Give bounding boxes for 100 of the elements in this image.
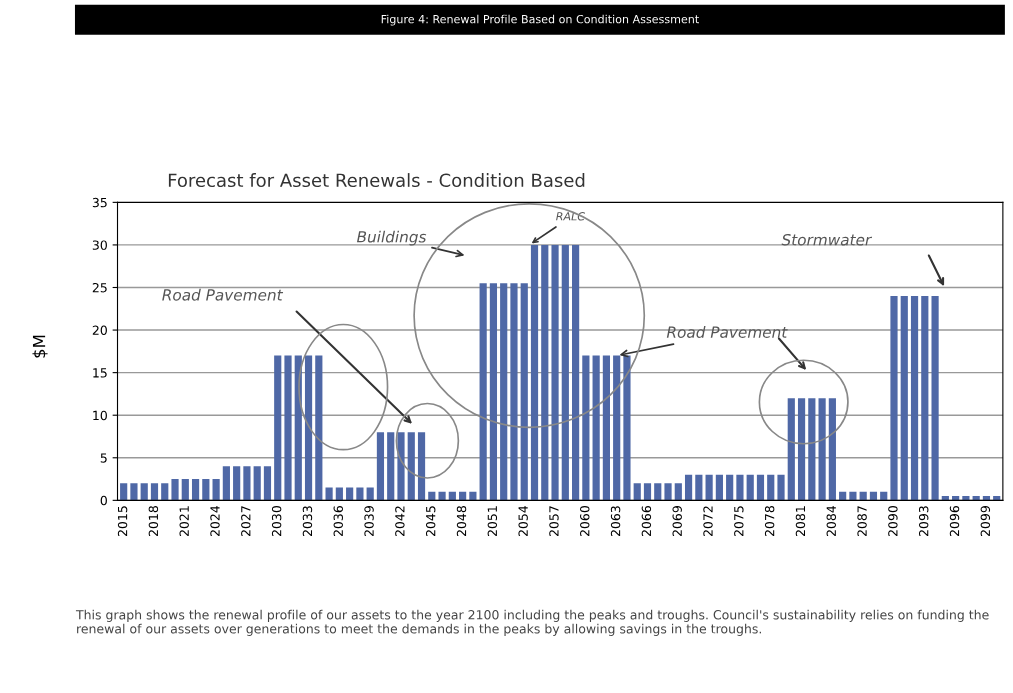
bar [849,491,857,501]
bar [880,491,888,501]
x-tick-label: 2084 [826,505,836,537]
bar [520,283,528,501]
bar [191,479,200,501]
bar [346,487,354,501]
chart-subtitle: Forecast for Asset Renewals - Condition Based [168,173,585,188]
bar [233,466,241,501]
bar [643,483,652,501]
bar [695,474,703,501]
bar [572,244,580,501]
x-tick-label: 2039 [364,506,374,537]
bar [417,432,426,501]
bar [284,355,292,501]
bar [664,483,672,501]
bar [171,479,179,501]
bar [335,487,343,501]
x-tick-label: 2054 [518,505,528,537]
bar [150,483,159,501]
bar [397,432,405,501]
bar [356,487,364,501]
bar [839,491,847,501]
bar [602,355,610,501]
bar [243,466,251,501]
y-tick-label: 25 [92,282,107,293]
bar [910,296,919,501]
bar [777,474,785,501]
bar [274,355,282,501]
bar [797,398,806,501]
bar [376,432,385,501]
x-tick-label: 2078 [764,506,775,537]
annotation: Road Pavement [666,326,788,338]
bar [130,483,138,501]
bar [253,466,261,501]
bar [315,355,323,501]
y-tick-label: 10 [93,410,107,421]
bar [962,496,970,501]
bar [510,283,518,501]
annotation: Buildings [356,230,427,246]
x-tick-label: 2087 [857,506,867,537]
y-axis-title: $M [32,335,48,358]
bar [592,355,600,501]
chart-title: Figure 4: Renewal Profile Based on Condition Assessment [381,14,699,26]
x-tick-label: 2063 [610,506,621,537]
x-tick-label: 2090 [888,506,898,537]
bar [387,432,395,501]
x-tick-label: 2045 [425,506,436,537]
bar [469,491,477,501]
x-tick-label: 2099 [980,506,991,537]
bar [684,474,693,501]
bar [705,474,713,501]
bar [304,355,313,501]
bar [489,283,498,501]
x-tick-label: 2036 [333,505,343,537]
bar [654,483,662,501]
x-tick-label: 2048 [456,506,467,537]
bar [551,244,559,501]
bar [767,474,775,501]
bar [541,244,549,501]
bar [859,491,867,501]
bar [756,474,765,501]
x-tick-label: 2030 [271,506,282,537]
bar [582,355,590,501]
bar [726,474,734,501]
bar [161,483,169,501]
bar [448,491,456,501]
y-tick-label: 20 [92,325,107,335]
bar [140,483,148,501]
y-tick-label: 30 [92,240,107,250]
bar [623,355,631,501]
x-tick-label: 2057 [549,506,559,537]
bar [120,483,128,501]
bar [972,496,980,501]
bar [736,474,744,501]
x-tick-label: 2081 [795,506,806,537]
bar [325,487,333,501]
bar [993,496,1001,501]
x-tick-label: 2024 [210,505,220,537]
bar [941,496,949,501]
bar [459,491,467,501]
bar [931,296,939,501]
bar [438,491,446,501]
x-tick-label: 2066 [641,505,652,537]
bar [982,496,991,501]
bar [479,283,487,501]
x-tick-label: 2021 [179,506,189,537]
bar [530,244,539,501]
bar [890,296,898,501]
x-tick-label: 2075 [734,506,744,537]
bar [561,244,569,501]
annotation: Stormwater [781,233,873,246]
x-tick-label: 2042 [395,506,405,537]
x-tick-label: 2072 [703,506,713,537]
bar [428,491,436,501]
text: This graph shows the renewal profile of our assets to the year 2100 including the peaks and troughs. Council's sustainability relies on funding the renewal of our assets over generations to meet the demands in the peaks by allowing savings in the troughs. [75,609,989,636]
bar [715,474,723,501]
bar [222,466,230,501]
bar [500,283,508,501]
y-tick-label: 35 [92,197,107,208]
x-tick-label: 2027 [241,506,251,537]
